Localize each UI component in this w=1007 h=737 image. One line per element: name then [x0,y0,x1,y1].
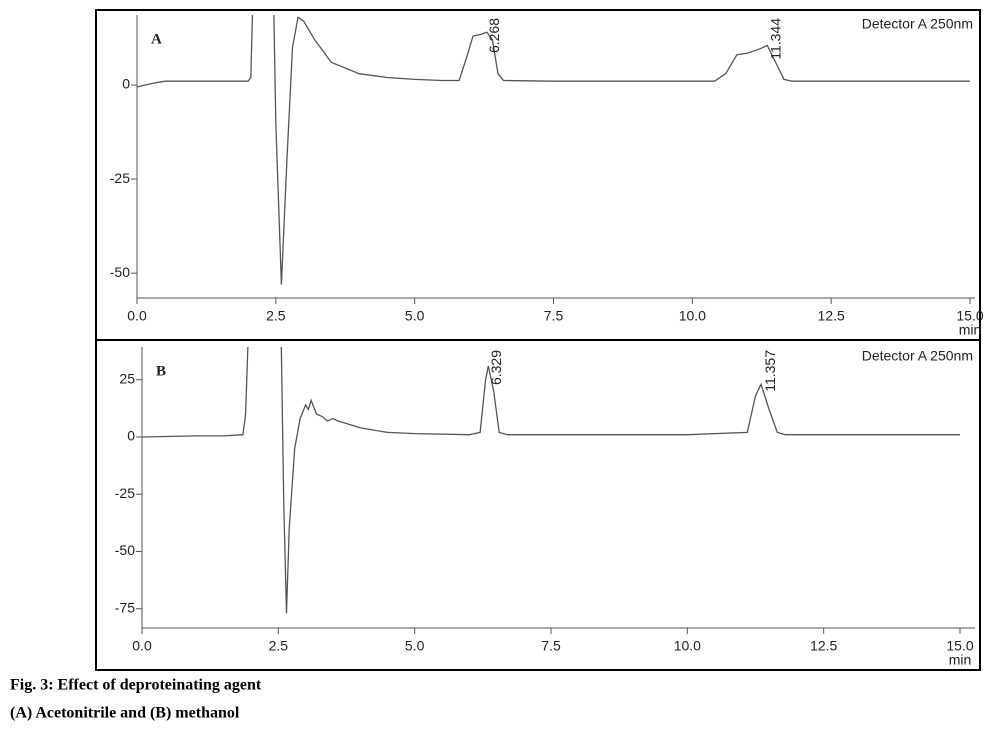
peak-label: 6.268 [486,18,502,53]
x-tick-label: 12.5 [818,308,845,324]
peak-label: 11.357 [762,350,778,392]
trace [142,347,960,614]
y-tick-label: 25 [119,370,135,386]
x-tick-label: 7.5 [544,308,564,324]
x-tick-label: 7.5 [541,638,561,654]
y-tick-label: -50 [115,542,135,558]
y-tick-label: 0 [127,428,135,444]
caption-text: (A) Acetonitrile and (B) methanol [10,705,240,722]
x-tick-label: 5.0 [405,638,425,654]
trace [137,15,970,285]
x-tick-label: 10.0 [674,638,701,654]
y-tick-label: -25 [110,170,130,186]
x-tick-label: 2.5 [269,638,289,654]
panel-label: B [156,363,166,379]
peak-label: 6.329 [488,350,504,385]
y-tick-label: -25 [115,485,135,501]
y-tick-label: -50 [110,264,130,280]
caption-title: Fig. 3: Effect of deproteinating agent [10,677,262,694]
x-tick-label: 12.5 [810,638,837,654]
detector-label: Detector A 250nm [862,348,973,364]
x-tick-label: 0.0 [127,308,147,324]
x-tick-label: 15.0 [946,638,973,654]
panel-label: A [151,31,162,47]
detector-label: Detector A 250nm [862,16,973,32]
x-tick-label: 2.5 [266,308,286,324]
x-axis-unit: min [959,322,982,338]
y-tick-label: -75 [115,599,135,615]
x-tick-label: 15.0 [956,308,983,324]
x-tick-label: 10.0 [679,308,706,324]
x-tick-label: 0.0 [132,638,152,654]
x-tick-label: 5.0 [405,308,425,324]
peak-label: 11.344 [768,18,784,60]
x-axis-unit: min [949,652,972,668]
y-tick-label: 0 [122,76,130,92]
